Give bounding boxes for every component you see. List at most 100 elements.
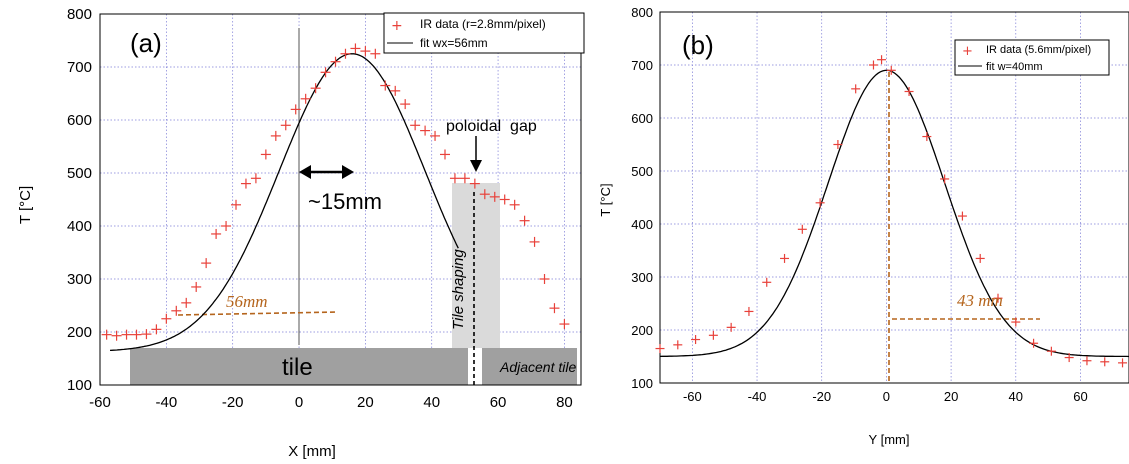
data-point bbox=[280, 120, 291, 131]
data-point bbox=[310, 83, 321, 94]
data-point bbox=[459, 173, 470, 184]
b-tick-labels: -60 -40 -20 0 20 40 60 100 200 300 400 500 600 700 800 bbox=[631, 5, 1087, 404]
data-point bbox=[489, 191, 500, 202]
data-point bbox=[131, 329, 142, 340]
data-point bbox=[360, 46, 371, 57]
data-point bbox=[300, 93, 311, 104]
plot-frame bbox=[659, 11, 1129, 384]
x-tick-label: -60 bbox=[683, 389, 702, 404]
data-point bbox=[904, 87, 914, 96]
data-point bbox=[171, 305, 182, 316]
a-data-points bbox=[101, 43, 570, 341]
data-point bbox=[975, 253, 985, 263]
a-legend-box bbox=[383, 12, 585, 54]
shift-label: ~15mm bbox=[308, 189, 382, 214]
data-point bbox=[539, 274, 550, 284]
x-tick-label: 60 bbox=[490, 394, 507, 411]
x-tick-label: 20 bbox=[944, 389, 958, 404]
poloidal-gap-arrowhead bbox=[470, 160, 482, 172]
data-point bbox=[430, 130, 441, 141]
y-tick-label: 700 bbox=[67, 59, 92, 76]
x-tick-label: -40 bbox=[748, 389, 767, 404]
data-point bbox=[922, 132, 932, 142]
data-point bbox=[221, 221, 232, 231]
shift-arrow-left-head bbox=[299, 165, 311, 179]
data-point bbox=[469, 178, 480, 189]
data-point bbox=[121, 329, 132, 340]
data-point bbox=[250, 173, 261, 184]
data-point bbox=[231, 199, 242, 210]
a-xlabel: X [mm] bbox=[288, 443, 336, 460]
y-tick-label: 500 bbox=[67, 165, 92, 182]
data-point bbox=[320, 67, 331, 78]
data-point bbox=[1082, 356, 1092, 366]
y-tick-label: 300 bbox=[67, 271, 92, 288]
data-point bbox=[833, 140, 843, 149]
y-tick-label: 200 bbox=[631, 323, 653, 338]
shift-arrow-right-head bbox=[342, 165, 354, 179]
data-point bbox=[559, 319, 570, 330]
data-point bbox=[290, 104, 301, 115]
x-tick-label: -60 bbox=[89, 394, 111, 411]
y-tick-label: 600 bbox=[631, 111, 653, 126]
b-axes-frame bbox=[659, 11, 1129, 384]
data-point bbox=[270, 130, 281, 141]
a-tick-labels: -60 -40 -20 0 20 40 60 80 100 200 300 400 500 600 700 8… bbox=[67, 6, 573, 411]
a-legend: + IR data (r=2.8mm/pixel) fit wx=56mm bbox=[383, 12, 585, 54]
a-legend-label-data: IR data (r=2.8mm/pixel) bbox=[420, 17, 546, 31]
data-point bbox=[260, 149, 271, 160]
data-point bbox=[330, 56, 341, 67]
data-point bbox=[410, 120, 421, 131]
data-point bbox=[1064, 353, 1074, 363]
x-tick-label: 0 bbox=[295, 394, 303, 411]
data-point bbox=[940, 174, 950, 184]
data-point bbox=[161, 313, 172, 324]
data-point bbox=[886, 65, 896, 75]
x-tick-label: 40 bbox=[1009, 389, 1023, 404]
data-point bbox=[780, 253, 790, 263]
x-tick-label: 20 bbox=[357, 394, 374, 411]
b-legend: + IR data (5.6mm/pixel) fit w=40mm bbox=[954, 39, 1110, 76]
fit-curve-line bbox=[109, 53, 459, 352]
data-point bbox=[1100, 357, 1110, 367]
x-tick-label: -40 bbox=[156, 394, 178, 411]
b-grid bbox=[660, 11, 1129, 384]
data-point bbox=[762, 277, 772, 287]
data-point bbox=[400, 99, 411, 110]
data-point bbox=[549, 303, 560, 314]
y-tick-label: 300 bbox=[631, 270, 653, 285]
data-point bbox=[1011, 317, 1021, 327]
data-point bbox=[499, 194, 510, 205]
data-point bbox=[529, 236, 540, 247]
data-point bbox=[449, 173, 460, 184]
data-point bbox=[708, 330, 718, 340]
data-point bbox=[201, 258, 212, 269]
x-tick-label: 40 bbox=[423, 394, 440, 411]
y-tick-label: 100 bbox=[67, 377, 92, 394]
x-tick-label: 60 bbox=[1073, 389, 1087, 404]
y-tick-label: 100 bbox=[631, 376, 653, 391]
x-tick-label: -20 bbox=[222, 394, 244, 411]
y-tick-label: 800 bbox=[67, 6, 92, 23]
data-point bbox=[673, 340, 683, 350]
data-point bbox=[726, 322, 736, 332]
data-point bbox=[101, 329, 112, 340]
y-tick-label: 200 bbox=[67, 324, 92, 341]
data-point bbox=[240, 178, 251, 189]
data-point bbox=[519, 215, 530, 226]
data-point bbox=[340, 48, 351, 59]
b-xlabel: Y [mm] bbox=[869, 432, 910, 447]
y-tick-label: 500 bbox=[631, 164, 653, 179]
data-point bbox=[370, 48, 381, 59]
a-fit-curve bbox=[109, 53, 459, 352]
data-point bbox=[868, 60, 878, 70]
x-tick-label: 80 bbox=[556, 394, 573, 411]
data-point bbox=[691, 335, 701, 345]
fit-curve-line bbox=[659, 69, 1129, 358]
y-tick-label: 800 bbox=[631, 5, 653, 20]
x-tick-label: -20 bbox=[812, 389, 831, 404]
adjacent-tile-bar bbox=[482, 348, 577, 385]
b-legend-marker-icon: + bbox=[962, 44, 973, 59]
panel-label-b: (b) bbox=[682, 30, 714, 60]
